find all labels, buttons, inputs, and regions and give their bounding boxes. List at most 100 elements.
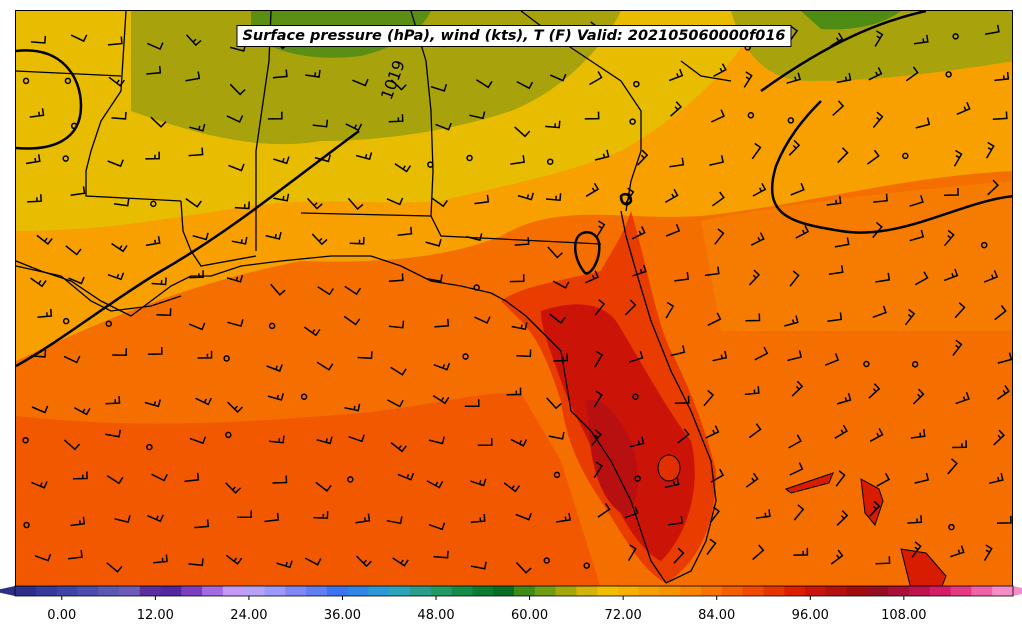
wind-barb: [703, 389, 715, 407]
wind-barb: [514, 126, 531, 138]
wind-barb: [994, 71, 1010, 82]
wind-barb: [868, 383, 881, 399]
wind-barb: [754, 346, 769, 361]
wind-barb: [515, 512, 533, 521]
colorbar-cell: [139, 586, 162, 596]
wind-barb: [795, 225, 810, 239]
wind-barb: [146, 65, 162, 75]
wind-barb: [912, 388, 925, 405]
colorbar-tick-label: 60.00: [511, 608, 548, 623]
colorbar-cell: [410, 586, 432, 596]
wind-barb: [390, 366, 407, 376]
wind-barb: [514, 237, 530, 246]
wind-barb: [909, 229, 925, 242]
calm-wind-circle: [62, 155, 69, 162]
colorbar-cell: [222, 586, 245, 596]
wind-barb: [591, 429, 602, 446]
colorbar-cell: [534, 586, 557, 596]
wind-barb: [105, 395, 121, 405]
wind-barb: [992, 111, 1008, 120]
wind-barb: [791, 380, 804, 397]
wind-barb: [144, 399, 162, 408]
wind-barb: [665, 224, 681, 237]
colorbar-cell: [493, 586, 515, 596]
wind-barb: [470, 561, 487, 570]
wind-barb: [185, 197, 202, 208]
wind-barb: [151, 277, 167, 286]
wind-barb: [826, 196, 842, 206]
wind-barb: [146, 42, 164, 50]
wind-barb: [189, 270, 204, 279]
wind-barb: [987, 179, 999, 196]
wind-barb: [585, 182, 600, 197]
wind-barb: [70, 34, 88, 43]
colorbar-cell: [472, 586, 494, 596]
wind-barb: [755, 509, 771, 519]
calm-wind-circle: [473, 284, 480, 291]
wind-barb: [834, 424, 848, 439]
wind-barb: [113, 198, 130, 207]
wind-barb: [185, 34, 202, 47]
wind-barb: [665, 301, 675, 319]
colorbar-tick-label: 12.00: [137, 608, 174, 623]
wind-barb: [34, 553, 52, 562]
calm-wind-circle: [150, 200, 157, 208]
wind-barb: [388, 273, 404, 283]
isobar-ga: [574, 231, 601, 275]
wind-barb: [394, 163, 412, 173]
wind-barb: [68, 550, 83, 560]
isobar-east: [770, 100, 1012, 234]
calm-wind-circle: [225, 431, 232, 439]
wind-barb: [631, 226, 646, 240]
wind-barb: [824, 353, 840, 366]
wind-barb: [63, 439, 81, 451]
colorbar-cell: [867, 586, 889, 596]
wind-barb: [388, 114, 404, 123]
wind-barb: [788, 139, 801, 156]
wind-barb: [316, 361, 334, 371]
colorbar-cell: [909, 586, 931, 596]
colorbar-cell: [15, 586, 37, 596]
colorbar-cell: [285, 586, 307, 596]
wind-barb: [668, 68, 684, 82]
calm-wind-circle: [980, 241, 988, 249]
isobar-northwest: [16, 49, 83, 150]
wind-barb: [954, 302, 966, 319]
wind-barb: [546, 193, 562, 202]
wind-barb: [25, 154, 41, 165]
wind-barb: [872, 221, 883, 239]
colorbar-cell: [160, 586, 182, 596]
calm-wind-circle: [70, 122, 78, 130]
wind-barb: [509, 274, 525, 283]
wind-barb: [984, 24, 1000, 36]
wind-barb: [431, 197, 448, 208]
wind-barb: [386, 197, 404, 206]
wind-barb: [947, 458, 958, 475]
wind-barb: [516, 349, 532, 358]
colorbar-cell: [368, 586, 390, 596]
colorbar-tick-label: 24.00: [230, 608, 267, 623]
wind-barb: [745, 313, 761, 322]
wind-barb: [477, 438, 493, 447]
wind-barb: [952, 440, 967, 449]
map-title: Surface pressure (hPa), wind (kts), T (F…: [236, 25, 792, 47]
wind-barb: [710, 468, 725, 483]
wind-barb: [111, 111, 127, 120]
wind-barb: [997, 352, 1012, 364]
calm-wind-circle: [911, 361, 919, 368]
temperature-field-gulf: [16, 392, 601, 587]
colorbar-tick-label: 108.00: [881, 608, 927, 623]
colorbar-tick-label: 72.00: [605, 608, 642, 623]
wind-barb: [705, 425, 720, 439]
wind-barb: [872, 305, 887, 319]
wind-barb: [674, 272, 690, 282]
wind-barb: [869, 500, 881, 517]
wind-barb: [709, 506, 720, 523]
calm-wind-circle: [543, 557, 551, 564]
colorbar-cell: [326, 586, 349, 596]
wind-barb: [789, 462, 804, 476]
colorbar-cell: [971, 586, 993, 596]
calm-wind-circle: [300, 393, 308, 400]
wind-barb: [267, 393, 285, 401]
wind-barb: [107, 159, 124, 168]
